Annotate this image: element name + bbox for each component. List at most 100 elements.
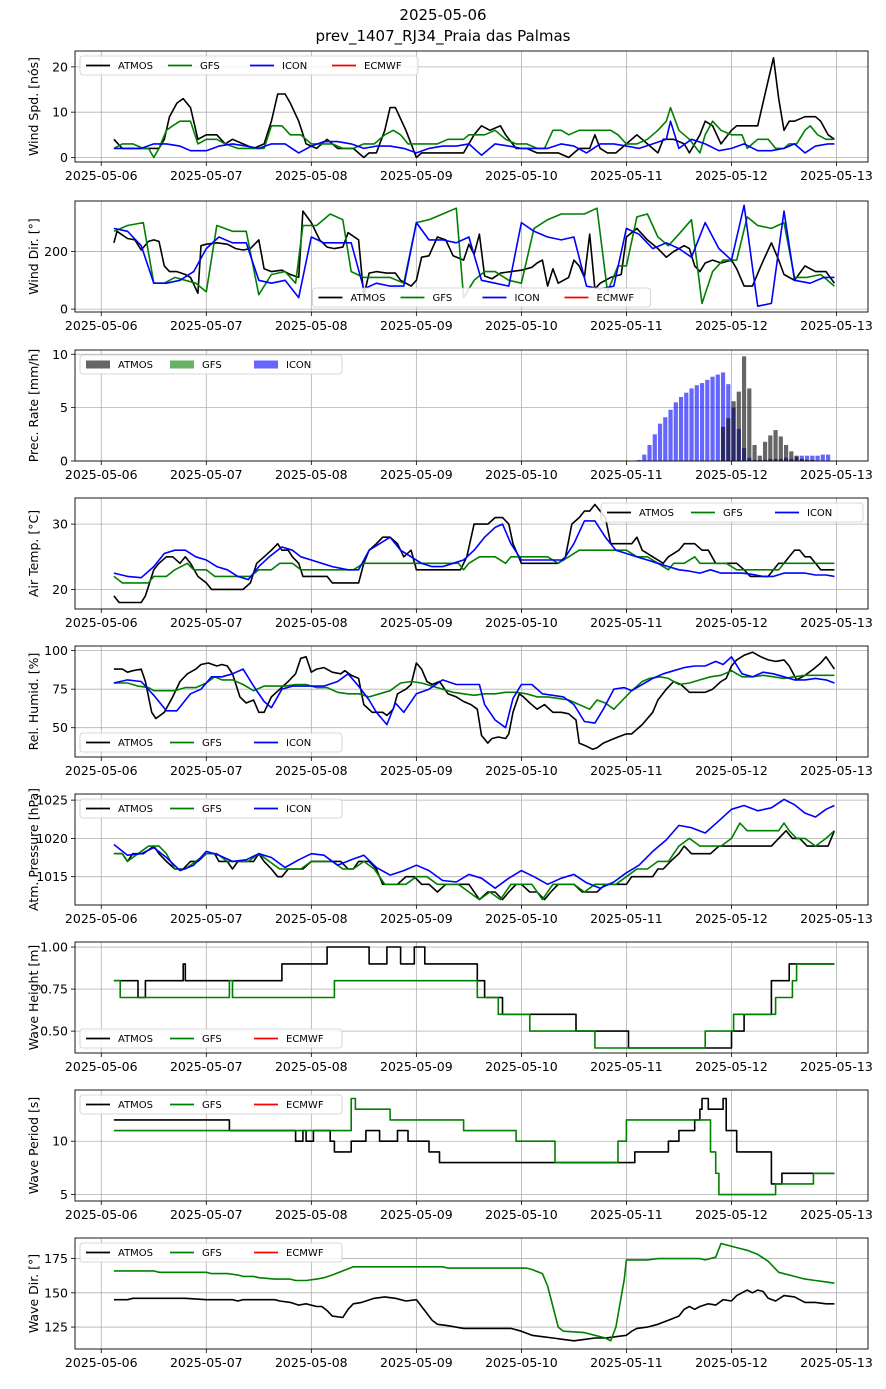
x-tick-label: 2025-05-10 [485, 763, 558, 778]
series-line-gfs [113, 822, 835, 901]
legend: ATMOS GFS ICON [79, 732, 343, 753]
legend-box [600, 502, 864, 523]
x-tick-label: 2025-05-08 [275, 318, 348, 333]
bar-atmos [741, 356, 747, 461]
legend-box [79, 1028, 343, 1049]
figure-title: 2025-05-06 [399, 6, 487, 24]
y-tick-label: 1025 [36, 793, 68, 808]
series-group [113, 1242, 835, 1342]
x-tick-label: 2025-05-13 [800, 318, 873, 333]
x-tick-label: 2025-05-08 [275, 1355, 348, 1370]
bar-icon [642, 454, 647, 461]
bar-atmos [778, 436, 783, 461]
series-line-gfs [113, 106, 835, 159]
y-tick-label: 125 [44, 1320, 68, 1335]
x-tick-label: 2025-05-10 [485, 911, 558, 926]
x-tick-label: 2025-05-09 [380, 467, 453, 482]
x-tick-label: 2025-05-07 [170, 911, 243, 926]
x-tick-label: 2025-05-06 [65, 318, 138, 333]
chart-panel-5: 2025-05-06 2025-05-07 2025-05-08 2025-05-09… [26, 643, 873, 778]
legend-label-icon: ICON [282, 61, 307, 72]
x-tick-label: 2025-05-10 [485, 1355, 558, 1370]
legend-label-gfs: GFS [202, 360, 222, 371]
bar-icon [678, 396, 684, 461]
axes-frame [74, 1089, 869, 1202]
y-tick-label: 0 [60, 150, 68, 165]
x-tick-label: 2025-05-10 [485, 467, 558, 482]
axes-frame [74, 793, 869, 906]
legend-box [79, 798, 343, 819]
legend-label-atmos: ATMOS [118, 1034, 153, 1045]
axes-frame [74, 645, 869, 758]
y-tick-label: 0.50 [40, 1024, 68, 1039]
axes-frame [74, 1237, 869, 1350]
legend-label-gfs: GFS [202, 1248, 222, 1259]
x-tick-label: 2025-05-09 [380, 911, 453, 926]
legend: ATMOS GFS ICON [79, 354, 343, 375]
x-tick-label: 2025-05-12 [695, 911, 768, 926]
y-tick-label: 1015 [36, 869, 68, 884]
x-tick-label: 2025-05-08 [275, 911, 348, 926]
y-tick-label: 1.00 [40, 940, 68, 955]
legend: ATMOS GFS ICON ECMWF [312, 287, 651, 308]
legend-box [79, 1242, 343, 1263]
bar-icon [689, 388, 694, 461]
bar-icon [799, 455, 804, 461]
bar-atmos [773, 430, 778, 461]
x-tick-label: 2025-05-07 [170, 615, 243, 630]
y-axis-label: Wave Dir. [°] [26, 1254, 41, 1333]
series-line-atmos [113, 946, 835, 1049]
x-tick-label: 2025-05-11 [590, 911, 663, 926]
legend-label-atmos: ATMOS [118, 738, 153, 749]
legend-swatch-gfs [170, 360, 194, 369]
x-tick-label: 2025-05-11 [590, 1207, 663, 1222]
legend-label-gfs: GFS [202, 1100, 222, 1111]
x-tick-label: 2025-05-07 [170, 168, 243, 183]
y-axis-label: Wind Spd. [nós] [26, 57, 41, 156]
bar-icon [657, 423, 663, 461]
legend-box [79, 354, 343, 375]
legend-label-gfs: GFS [202, 1034, 222, 1045]
legend-label-icon: ICON [515, 293, 540, 304]
x-tick-label: 2025-05-13 [800, 467, 873, 482]
legend-swatch-atmos [86, 360, 110, 369]
legend-label-ecmwf: ECMWF [597, 293, 635, 304]
chart-panel-4: 2025-05-06 2025-05-07 2025-05-08 2025-05-09… [26, 497, 873, 630]
axes-frame [74, 349, 869, 462]
bar-icon [636, 459, 642, 461]
x-tick-label: 2025-05-06 [65, 1059, 138, 1074]
series-line-icon [113, 520, 835, 581]
bar-icon [668, 409, 673, 461]
chart-panel-6: 2025-05-06 2025-05-07 2025-05-08 2025-05-09… [26, 788, 873, 926]
bar-icon [710, 376, 715, 461]
y-tick-label: 10 [52, 1134, 68, 1149]
bar-atmos [804, 459, 810, 461]
x-tick-label: 2025-05-11 [590, 168, 663, 183]
x-tick-label: 2025-05-06 [65, 168, 138, 183]
series-group [113, 204, 836, 308]
bar-atmos [757, 455, 762, 461]
legend-label-ecmwf: ECMWF [286, 1034, 324, 1045]
bar-atmos [783, 444, 789, 461]
bar-atmos [768, 435, 773, 461]
series-line-gfs [113, 1242, 835, 1342]
x-tick-label: 2025-05-11 [590, 1355, 663, 1370]
x-tick-label: 2025-05-06 [65, 615, 138, 630]
series-group [636, 356, 831, 461]
legend-label-atmos: ATMOS [351, 293, 386, 304]
legend-label-ecmwf: ECMWF [286, 1248, 324, 1259]
x-tick-label: 2025-05-12 [695, 318, 768, 333]
bar-atmos [799, 458, 804, 461]
bar-icon [694, 385, 699, 461]
x-tick-label: 2025-05-08 [275, 168, 348, 183]
axes-frame [74, 200, 869, 313]
y-tick-label: 50 [52, 720, 68, 735]
bar-icon [663, 417, 668, 461]
x-tick-label: 2025-05-12 [695, 467, 768, 482]
y-axis-label: Wave Height [m] [26, 945, 41, 1051]
series-line-icon [113, 120, 835, 156]
bar-atmos [762, 441, 768, 461]
y-axis-label: Wave Period [s] [26, 1097, 41, 1195]
x-tick-label: 2025-05-09 [380, 615, 453, 630]
